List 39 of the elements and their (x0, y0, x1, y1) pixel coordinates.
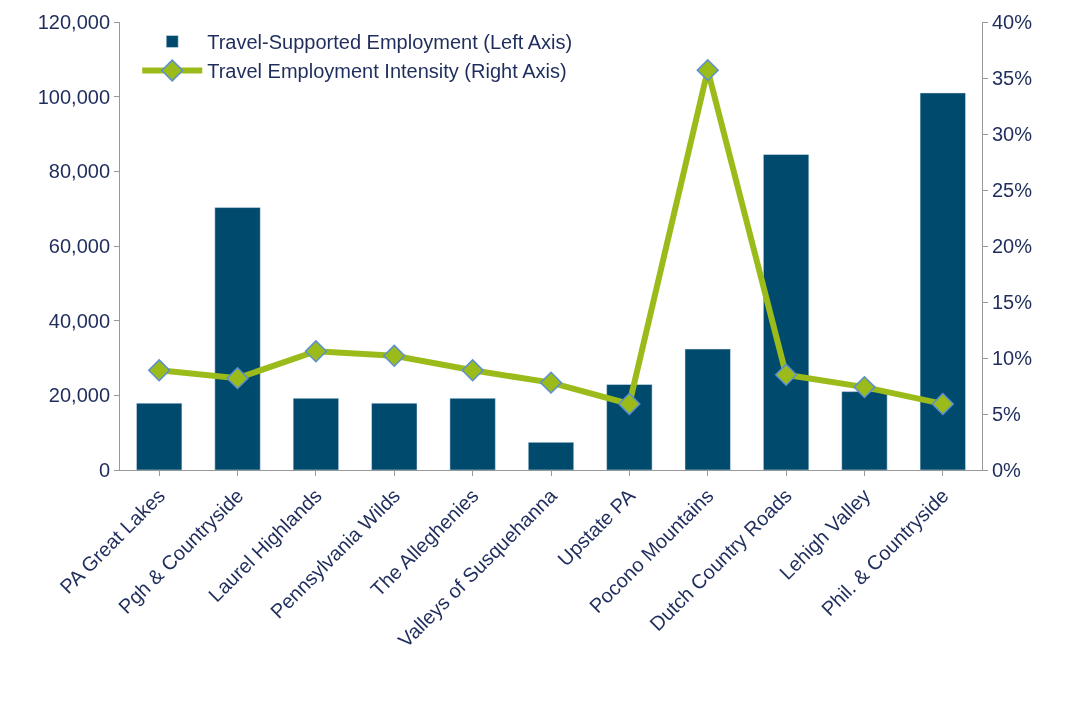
y2-tick-label: 25% (992, 179, 1033, 201)
bar (919, 92, 966, 470)
y2-tick-label: 15% (992, 291, 1033, 313)
point (774, 363, 798, 386)
y2-tick-label: 10% (992, 347, 1033, 369)
y2-tick-label: 0% (992, 459, 1022, 481)
legend-label: Travel Employment Intensity (Right Axis) (207, 60, 567, 83)
y-tick-label: 120,000 (37, 11, 110, 33)
legend-label: Travel-Supported Employment (Left Axis) (207, 31, 573, 54)
point (461, 359, 484, 382)
y2-tick-label: 5% (992, 403, 1022, 425)
y-tick-label: 0 (98, 459, 110, 481)
point (539, 371, 563, 394)
y-tick-label: 100,000 (37, 85, 110, 108)
point (304, 340, 328, 363)
bar (684, 348, 731, 470)
y-tick-label: 80,000 (48, 160, 110, 183)
y-tick-label: 20,000 (48, 384, 110, 407)
point (931, 392, 954, 416)
bar (371, 402, 418, 470)
point (148, 359, 171, 382)
point (853, 375, 876, 399)
point (618, 392, 641, 416)
bar (841, 391, 888, 470)
bar (136, 402, 183, 470)
y-tick-label: 40,000 (48, 309, 110, 332)
bar (449, 398, 496, 470)
y2-tick-label: 30% (992, 123, 1033, 145)
y2-tick-label: 20% (992, 235, 1033, 257)
bar (292, 398, 339, 470)
point (696, 59, 719, 82)
y2-tick-label: 40% (992, 11, 1033, 33)
point (383, 344, 406, 367)
y2-tick-label: 35% (992, 67, 1033, 89)
point (226, 367, 249, 390)
bar (528, 442, 574, 470)
y-tick-label: 60,000 (48, 235, 110, 257)
bar (763, 154, 810, 470)
bar (214, 207, 261, 470)
